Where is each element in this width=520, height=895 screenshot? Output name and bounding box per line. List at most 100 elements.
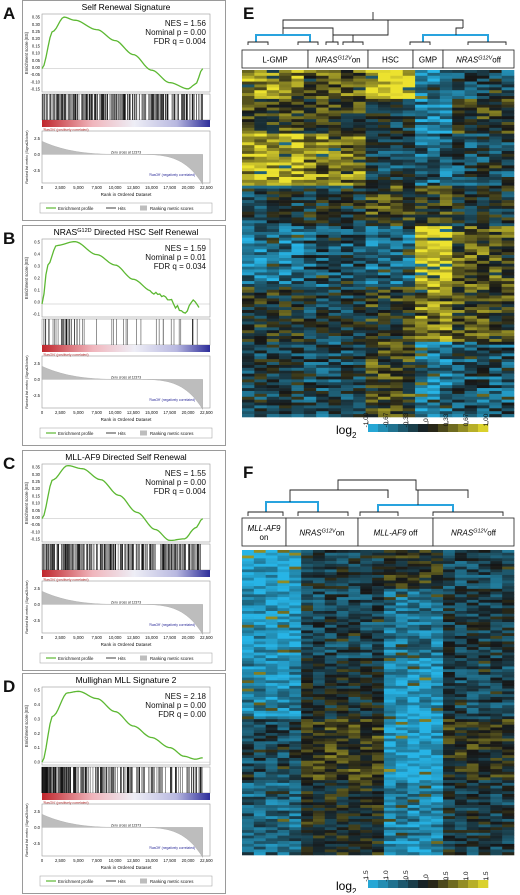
panel-letter-c: C	[3, 454, 15, 474]
pos-corr-label: 'RasON' (positively correlated)	[43, 353, 89, 357]
gsea-title: MLL-AF9 Directed Self Renewal	[65, 452, 187, 462]
legend-hits: Hits	[118, 656, 126, 661]
gsea-stat: FDR q = 0.034	[154, 262, 207, 271]
group-label: GMP	[419, 56, 437, 65]
metric-ylabel: Ranked list metric (Signal2Noise)	[25, 580, 29, 633]
metric-ylabel: Ranked list metric (Signal2Noise)	[25, 130, 29, 183]
legend-enrichment-profile: Enrichment profile	[58, 431, 94, 436]
es-tick: -0.15	[30, 537, 40, 542]
metric-tick: -2.5	[33, 168, 41, 173]
metric-tick: 2.5	[34, 809, 40, 814]
metric-tick: -2.5	[33, 841, 41, 846]
x-tick: 20,000	[182, 185, 195, 190]
gsea-stat: NES = 1.56	[165, 19, 207, 28]
metric-tick: 0.0	[34, 602, 40, 607]
x-axis-label: Rank in Ordered Dataset	[101, 192, 153, 197]
group-label: MLL-AF9 off	[374, 529, 419, 538]
es-tick: 0.35	[32, 465, 41, 470]
es-tick: 0.5	[34, 688, 40, 693]
gsea-title: Mullighan MLL Signature 2	[76, 675, 177, 685]
zero-cross-label: Zero cross at 12373	[111, 823, 141, 827]
neg-corr-label: 'RasOff' (negatively correlated)	[149, 623, 195, 627]
x-tick: 12,500	[127, 185, 140, 190]
x-tick: 5,000	[73, 185, 84, 190]
x-tick: 12,500	[127, 410, 140, 415]
es-tick: 0.05	[32, 58, 41, 63]
hit-lines	[42, 544, 200, 570]
gsea-stat: Nominal p = 0.00	[145, 28, 206, 37]
neg-corr-label: 'RasOff' (negatively correlated)	[149, 846, 195, 850]
legend-ranking-metric: Ranking metric scores	[150, 206, 194, 211]
x-tick: 2,500	[55, 410, 66, 415]
es-tick: 0.3	[34, 264, 40, 269]
group-label: HSC	[382, 56, 399, 65]
gsea-panel-a: Self Renewal Signature0.350.300.250.200.…	[22, 0, 227, 222]
x-tick: 10,000	[109, 858, 122, 863]
neg-corr-label: 'RasOff' (negatively correlated)	[149, 173, 195, 177]
es-tick: 0.00	[32, 65, 41, 70]
metric-tick: 0.0	[34, 825, 40, 830]
scale-tick: 0.33	[443, 413, 450, 426]
scale-tick: 0.5	[443, 871, 450, 880]
legend-enrichment-profile: Enrichment profile	[58, 206, 94, 211]
ranking-metric-area	[42, 366, 203, 409]
x-tick: 7,500	[92, 410, 103, 415]
es-tick: 0.25	[32, 479, 41, 484]
ranking-color-bar	[42, 120, 210, 127]
es-tick: 0.15	[32, 493, 41, 498]
scale-tick: -0.67	[383, 412, 390, 427]
column-dendrogram	[248, 480, 503, 516]
x-tick: 22,500	[200, 185, 213, 190]
gsea-title: Self Renewal Signature	[82, 2, 171, 12]
es-tick: 0.3	[34, 716, 40, 721]
es-tick: -0.05	[30, 522, 40, 527]
pos-corr-label: 'RasON' (positively correlated)	[43, 128, 89, 132]
metric-tick: 2.5	[34, 136, 40, 141]
group-label-tail: on	[260, 533, 269, 542]
es-tick: 0.2	[34, 276, 40, 281]
gsea-stat: Nominal p = 0.00	[145, 701, 206, 710]
zero-cross-label: Zero cross at 12373	[111, 600, 141, 604]
legend-enrichment-profile: Enrichment profile	[58, 879, 94, 884]
panel-letter-d: D	[3, 677, 15, 697]
es-tick: 0.2	[34, 731, 40, 736]
x-tick: 15,000	[145, 185, 158, 190]
legend-hits: Hits	[118, 879, 126, 884]
gsea-stat: NES = 1.55	[165, 469, 207, 478]
scale-tick: 0	[423, 418, 430, 422]
heatmap-cells	[242, 70, 514, 417]
scale-swatch	[428, 880, 438, 888]
zero-cross-label: Zero cross at 12373	[111, 150, 141, 154]
x-axis-label: Rank in Ordered Dataset	[101, 642, 153, 647]
metric-ylabel: Ranked list metric (Signal2Noise)	[25, 355, 29, 408]
es-ylabel: Enrichment score (ES)	[24, 31, 29, 74]
ranking-color-bar	[42, 793, 210, 800]
x-tick: 20,000	[182, 410, 195, 415]
es-tick: 0.5	[34, 240, 40, 245]
es-tick: 0.0	[34, 300, 40, 305]
scale-tick: -1.5	[363, 870, 370, 882]
column-dendrogram	[248, 12, 506, 45]
gsea-stat: NES = 1.59	[165, 244, 207, 253]
scale-tick: 1.5	[483, 871, 490, 880]
x-tick: 12,500	[127, 858, 140, 863]
es-tick: 0.1	[34, 288, 40, 293]
scale-swatch	[418, 880, 428, 888]
ranking-metric-area	[42, 141, 203, 184]
x-tick: 22,500	[200, 635, 213, 640]
x-tick: 10,000	[109, 185, 122, 190]
legend-ranking-metric: Ranking metric scores	[150, 879, 194, 884]
log2-label: log2	[336, 423, 357, 440]
legend-ranking-metric: Ranking metric scores	[150, 656, 194, 661]
es-tick: 0.0	[34, 760, 40, 765]
scale-tick: 0.67	[463, 413, 470, 426]
scale-tick: -1.0	[383, 870, 390, 882]
es-tick: -0.05	[30, 72, 40, 77]
x-tick: 0	[41, 185, 44, 190]
gsea-title: NRASG12D Directed HSC Self Renewal	[54, 227, 199, 237]
x-axis-label: Rank in Ordered Dataset	[101, 865, 153, 870]
x-tick: 15,000	[145, 858, 158, 863]
legend-ranking-metric: Ranking metric scores	[150, 431, 194, 436]
pos-corr-label: 'RasON' (positively correlated)	[43, 801, 89, 805]
